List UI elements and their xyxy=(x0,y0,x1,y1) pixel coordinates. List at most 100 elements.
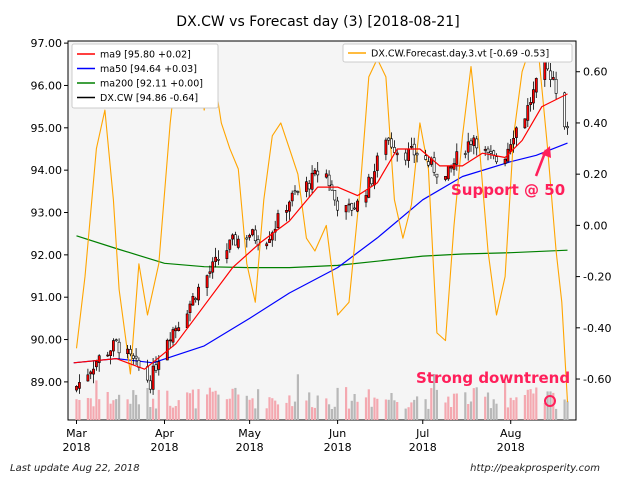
x-tick-label: Jun xyxy=(328,427,346,440)
volume-bar xyxy=(112,400,115,420)
candle-body xyxy=(268,238,271,243)
x-tick-year: 2018 xyxy=(497,441,525,454)
candle-body xyxy=(75,385,78,391)
volume-bar xyxy=(413,399,416,420)
volume-bar xyxy=(228,398,231,420)
volume-bar xyxy=(157,389,160,420)
y-right-tick-label: 0.40 xyxy=(583,117,608,130)
volume-bar xyxy=(251,398,254,420)
y-right-tick-label: -0.60 xyxy=(583,373,611,386)
candle-body xyxy=(324,173,328,178)
candle-body xyxy=(188,303,192,313)
candle-body xyxy=(131,355,135,359)
volume-bar xyxy=(86,398,89,420)
volume-bar xyxy=(288,395,291,420)
volume-bar xyxy=(555,408,558,420)
volume-bar xyxy=(271,398,274,420)
volume-bar xyxy=(475,387,478,420)
candle-body xyxy=(228,239,232,250)
candle-body xyxy=(97,355,101,363)
candle-body xyxy=(350,203,354,211)
volume-bar xyxy=(316,395,319,420)
candle-body xyxy=(168,339,172,342)
support-arrow-head xyxy=(541,146,551,158)
candle-body xyxy=(285,210,288,213)
volume-bar xyxy=(393,400,396,420)
y-left-tick-label: 97.00 xyxy=(31,37,63,50)
candle-body xyxy=(154,364,158,371)
candle-body xyxy=(455,151,459,165)
candle-body xyxy=(336,200,340,211)
ma200-layer xyxy=(76,235,568,269)
footer-source-url: http://peakprosperity.com xyxy=(470,463,600,474)
x-tick-label: Aug xyxy=(500,427,521,440)
candle-body xyxy=(293,190,297,193)
volume-bar xyxy=(376,398,379,420)
x-tick-label: May xyxy=(238,427,261,440)
volume-bar xyxy=(308,392,311,420)
volume-bar xyxy=(484,396,487,420)
candle-body xyxy=(296,191,300,193)
y-right-tick-label: -0.20 xyxy=(583,271,611,284)
volume-bar xyxy=(135,394,138,420)
candle-body xyxy=(208,271,212,274)
forecast-line xyxy=(75,45,569,403)
downtrend-circle xyxy=(544,395,556,407)
candle-body xyxy=(253,229,257,241)
x-tick-year: 2018 xyxy=(63,441,91,454)
x-tick-year: 2018 xyxy=(324,441,352,454)
candle-body xyxy=(157,361,161,370)
candle-body xyxy=(290,192,294,202)
volume-bar xyxy=(276,404,280,420)
legend-left-box xyxy=(71,43,219,109)
volume-bar xyxy=(396,402,399,420)
volume-bar xyxy=(384,399,387,420)
ma9-layer xyxy=(73,93,568,370)
volume-bar xyxy=(345,387,348,420)
volume-bar xyxy=(254,408,257,420)
candle-body xyxy=(134,355,138,359)
ma9-line xyxy=(73,93,568,370)
candle-body xyxy=(469,140,473,145)
volume-bar xyxy=(95,380,98,420)
volume-bar xyxy=(137,404,140,420)
volume-bar xyxy=(430,388,433,420)
volume-bar xyxy=(274,400,277,420)
candle-body xyxy=(333,190,337,201)
candle-body xyxy=(551,77,555,80)
y-left-tick-label: 96.00 xyxy=(31,79,63,92)
candle-body xyxy=(214,256,218,262)
volume-bar xyxy=(171,407,175,420)
volume-bar xyxy=(532,393,535,420)
candle-body xyxy=(475,138,479,149)
candle-body xyxy=(225,250,229,259)
candle-body xyxy=(304,181,308,192)
volume-bar xyxy=(424,399,427,420)
x-tick-label: Jul xyxy=(415,427,429,440)
volume-bar xyxy=(154,408,158,420)
volume-bar xyxy=(174,406,177,420)
candle-body xyxy=(466,141,470,153)
candle-body xyxy=(503,158,507,164)
candle-body xyxy=(432,157,436,173)
forecast-layer xyxy=(75,45,569,403)
candle-body xyxy=(313,170,317,175)
candle-body xyxy=(251,229,254,236)
candle-body xyxy=(148,380,152,390)
legend-right-label: DX.CW.Forecast.day.3.vt [-0.69 -0.53] xyxy=(371,49,549,60)
candle-body xyxy=(327,174,331,187)
y-right-tick-label: 0.00 xyxy=(583,219,608,232)
volume-bar xyxy=(109,403,112,420)
candle-body xyxy=(265,243,269,247)
candle-body xyxy=(347,203,351,206)
candle-body xyxy=(231,234,235,240)
candle-body xyxy=(409,146,413,148)
volume-bar xyxy=(492,399,495,420)
candle-body xyxy=(407,148,411,161)
candle-body xyxy=(316,170,320,176)
volume-bar xyxy=(373,397,376,420)
volume-bar xyxy=(447,396,450,420)
volume-bar xyxy=(435,389,438,420)
candle-body xyxy=(509,144,513,152)
